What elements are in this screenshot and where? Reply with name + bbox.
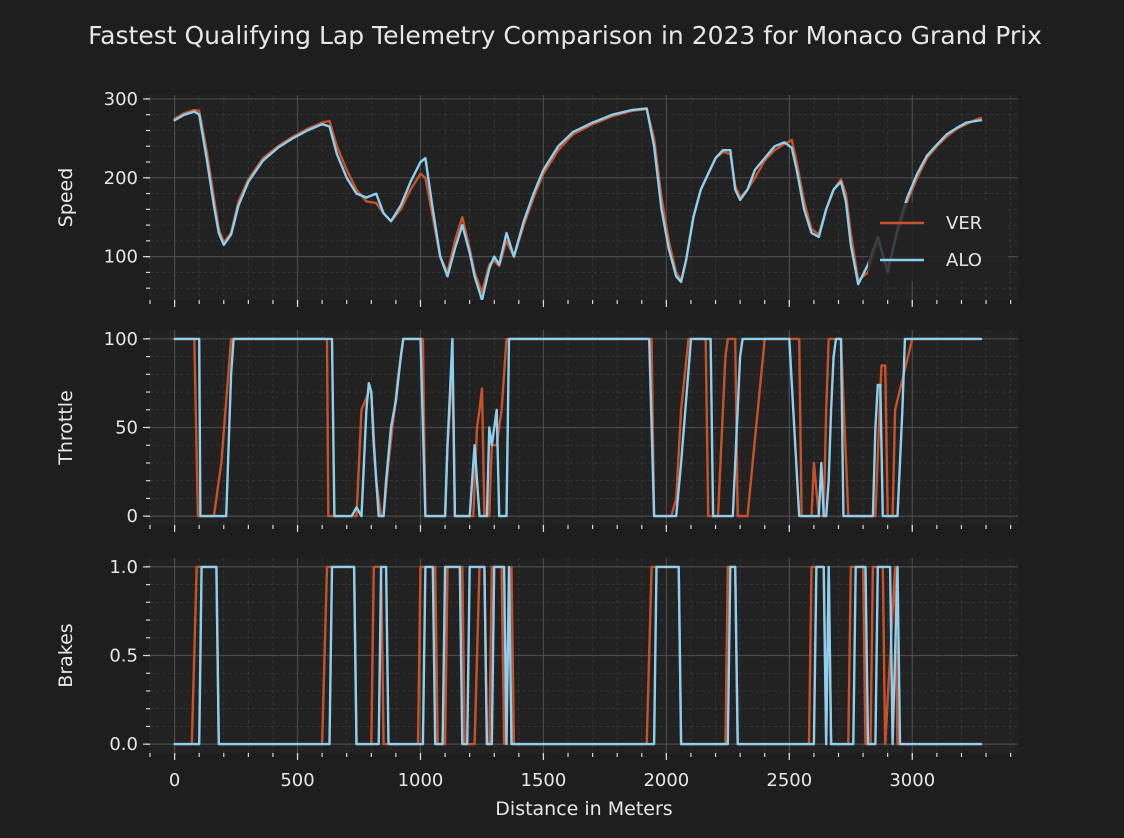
subplot-speed: 100 200 300 Speed VER ALO <box>55 89 1018 307</box>
x-axis-label: Distance in Meters <box>495 798 672 820</box>
series-line-alo <box>173 565 983 746</box>
legend-label-alo: ALO <box>946 250 982 271</box>
x-tick-label: 2500 <box>766 770 812 791</box>
y-tick-label: 200 <box>104 168 138 189</box>
x-tick-label: 3000 <box>889 770 935 791</box>
y-axis-label: Brakes <box>55 623 77 687</box>
y-tick-label: 100 <box>104 329 138 350</box>
y-tick-label: 50 <box>115 418 138 439</box>
x-tick-label: 0 <box>169 770 180 791</box>
series-line-alo <box>173 107 983 300</box>
y-tick-label: 1.0 <box>109 557 138 578</box>
y-tick-label: 300 <box>104 89 138 110</box>
y-tick-label: 0.0 <box>109 734 138 755</box>
y-tick-label: 100 <box>104 247 138 268</box>
y-axis-label: Throttle <box>55 390 77 466</box>
subplot-brakes: 0.0 0.5 1.0 0 500 1000 1500 2000 2500 3000 Brakes D… <box>55 557 1018 820</box>
x-tick-label: 2000 <box>643 770 689 791</box>
subplots: 100 200 300 Speed VER ALO 0 50 100 Throttle 0.0 0.5… <box>55 89 1018 820</box>
legend-label-ver: VER <box>946 213 982 234</box>
y-tick-label: 0 <box>127 506 138 527</box>
figure-title: Fastest Qualifying Lap Telemetry Compari… <box>88 21 1042 50</box>
y-axis-label: Speed <box>55 168 77 228</box>
y-tick-label: 0.5 <box>109 646 138 667</box>
x-tick-label: 1000 <box>398 770 444 791</box>
series-line-ver <box>173 107 983 294</box>
series-line-alo <box>173 337 983 518</box>
legend-box <box>868 203 1008 281</box>
subplot-throttle: 0 50 100 Throttle <box>55 329 1018 532</box>
x-tick-label: 1500 <box>521 770 567 791</box>
x-tick-label: 500 <box>280 770 314 791</box>
series-line-ver <box>173 565 983 746</box>
